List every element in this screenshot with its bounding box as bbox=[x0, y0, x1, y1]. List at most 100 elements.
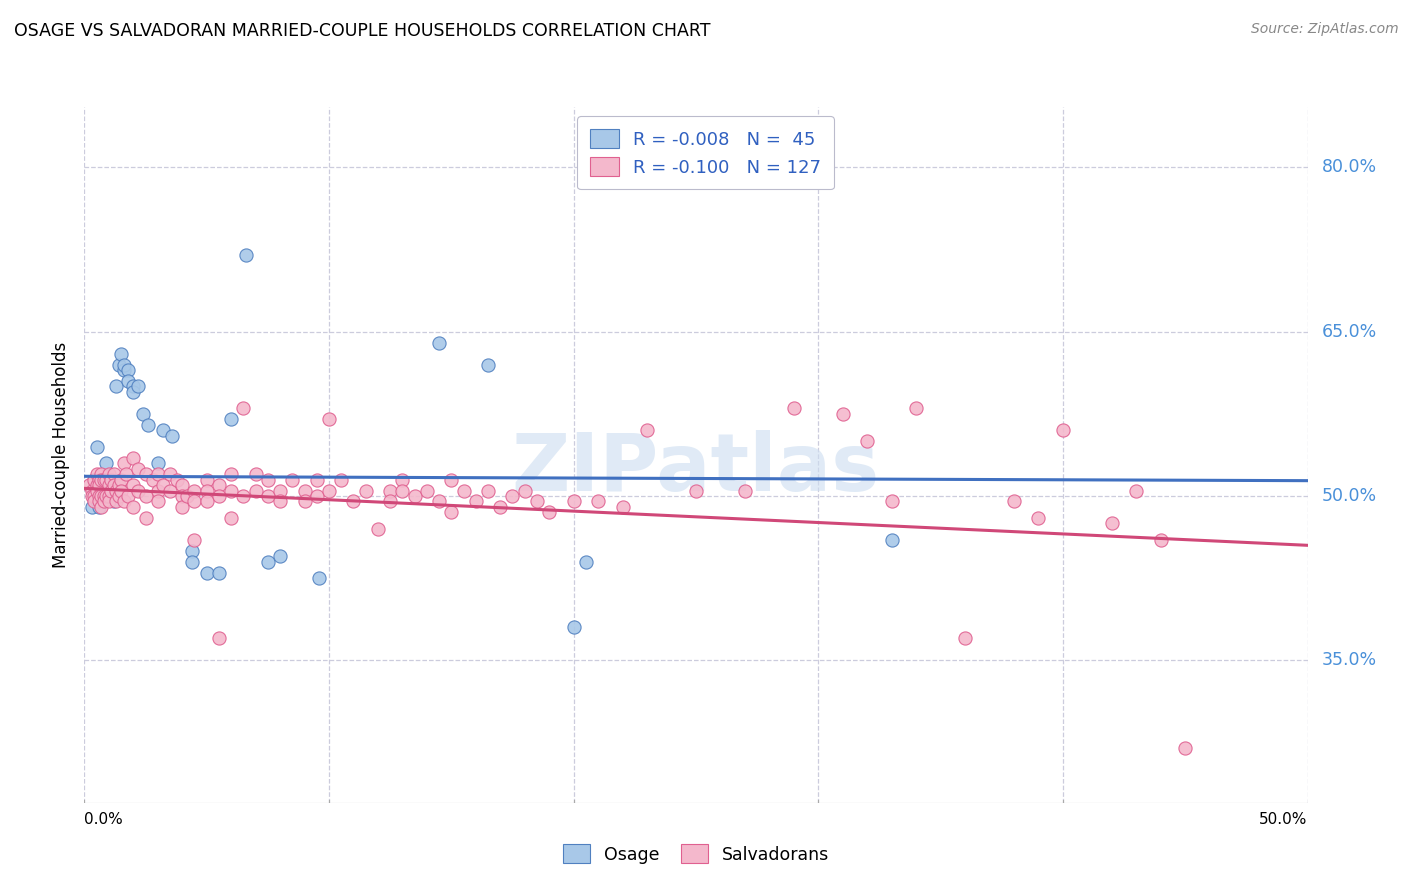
Point bbox=[87, 478, 110, 492]
Point bbox=[77, 478, 100, 492]
Point bbox=[100, 483, 122, 498]
Point bbox=[232, 489, 254, 503]
Point bbox=[142, 473, 165, 487]
Point bbox=[880, 494, 903, 508]
Text: 50.0%: 50.0% bbox=[1260, 812, 1308, 827]
Point bbox=[110, 346, 132, 360]
Point bbox=[112, 494, 135, 508]
Point bbox=[80, 500, 103, 514]
Point bbox=[208, 489, 231, 503]
Point bbox=[93, 494, 115, 508]
Point bbox=[135, 511, 157, 525]
Point bbox=[83, 473, 105, 487]
Point bbox=[513, 483, 536, 498]
Legend: Osage, Salvadorans: Osage, Salvadorans bbox=[555, 838, 837, 871]
Point bbox=[232, 401, 254, 416]
Point bbox=[685, 483, 707, 498]
Point bbox=[636, 423, 658, 437]
Point bbox=[354, 483, 377, 498]
Point bbox=[586, 494, 609, 508]
Point bbox=[86, 489, 108, 503]
Point bbox=[269, 549, 291, 564]
Point bbox=[195, 494, 218, 508]
Point bbox=[281, 473, 304, 487]
Point bbox=[87, 489, 110, 503]
Point bbox=[195, 473, 218, 487]
Point bbox=[146, 494, 169, 508]
Point bbox=[117, 363, 139, 377]
Point bbox=[953, 632, 976, 646]
Text: 50.0%: 50.0% bbox=[1322, 487, 1376, 505]
Point bbox=[342, 494, 364, 508]
Point bbox=[219, 412, 242, 426]
Point bbox=[87, 494, 110, 508]
Point bbox=[110, 483, 132, 498]
Point bbox=[391, 473, 413, 487]
Point bbox=[146, 467, 169, 481]
Point bbox=[107, 478, 129, 492]
Point bbox=[132, 407, 155, 421]
Point bbox=[90, 489, 112, 503]
Text: 0.0%: 0.0% bbox=[84, 812, 124, 827]
Point bbox=[86, 478, 108, 492]
Point bbox=[183, 494, 205, 508]
Point bbox=[501, 489, 523, 503]
Point bbox=[391, 483, 413, 498]
Point bbox=[112, 358, 135, 372]
Point bbox=[562, 620, 585, 634]
Point bbox=[122, 384, 145, 399]
Point bbox=[195, 483, 218, 498]
Point bbox=[880, 533, 903, 547]
Point bbox=[97, 494, 120, 508]
Text: Source: ZipAtlas.com: Source: ZipAtlas.com bbox=[1251, 22, 1399, 37]
Point bbox=[97, 478, 120, 492]
Point bbox=[219, 511, 242, 525]
Point bbox=[80, 489, 103, 503]
Point bbox=[856, 434, 879, 449]
Point bbox=[97, 489, 120, 503]
Point bbox=[83, 483, 105, 498]
Point bbox=[96, 473, 118, 487]
Point bbox=[152, 478, 174, 492]
Point bbox=[235, 248, 257, 262]
Point bbox=[269, 483, 291, 498]
Point bbox=[219, 467, 242, 481]
Point bbox=[96, 489, 118, 503]
Point bbox=[440, 505, 463, 519]
Point bbox=[257, 555, 280, 569]
Text: 65.0%: 65.0% bbox=[1322, 323, 1376, 341]
Point bbox=[257, 489, 280, 503]
Point bbox=[97, 489, 120, 503]
Point bbox=[245, 467, 267, 481]
Point bbox=[1002, 494, 1025, 508]
Point bbox=[90, 473, 112, 487]
Text: OSAGE VS SALVADORAN MARRIED-COUPLE HOUSEHOLDS CORRELATION CHART: OSAGE VS SALVADORAN MARRIED-COUPLE HOUSE… bbox=[14, 22, 710, 40]
Point bbox=[176, 489, 198, 503]
Point bbox=[367, 522, 389, 536]
Point bbox=[1028, 511, 1050, 525]
Point bbox=[219, 483, 242, 498]
Point bbox=[162, 429, 184, 443]
Point bbox=[427, 494, 450, 508]
Point bbox=[318, 483, 340, 498]
Point bbox=[86, 478, 108, 492]
Point bbox=[477, 358, 499, 372]
Point bbox=[105, 494, 128, 508]
Point bbox=[87, 473, 110, 487]
Y-axis label: Married-couple Households: Married-couple Households bbox=[52, 342, 70, 568]
Point bbox=[127, 461, 149, 475]
Point bbox=[90, 500, 112, 514]
Point bbox=[103, 494, 125, 508]
Point bbox=[107, 489, 129, 503]
Point bbox=[294, 494, 316, 508]
Point bbox=[538, 505, 561, 519]
Point bbox=[117, 374, 139, 388]
Point bbox=[122, 478, 145, 492]
Point bbox=[90, 467, 112, 481]
Point bbox=[117, 489, 139, 503]
Point bbox=[87, 489, 110, 503]
Point bbox=[831, 407, 853, 421]
Point bbox=[107, 358, 129, 372]
Point bbox=[208, 478, 231, 492]
Point bbox=[489, 500, 512, 514]
